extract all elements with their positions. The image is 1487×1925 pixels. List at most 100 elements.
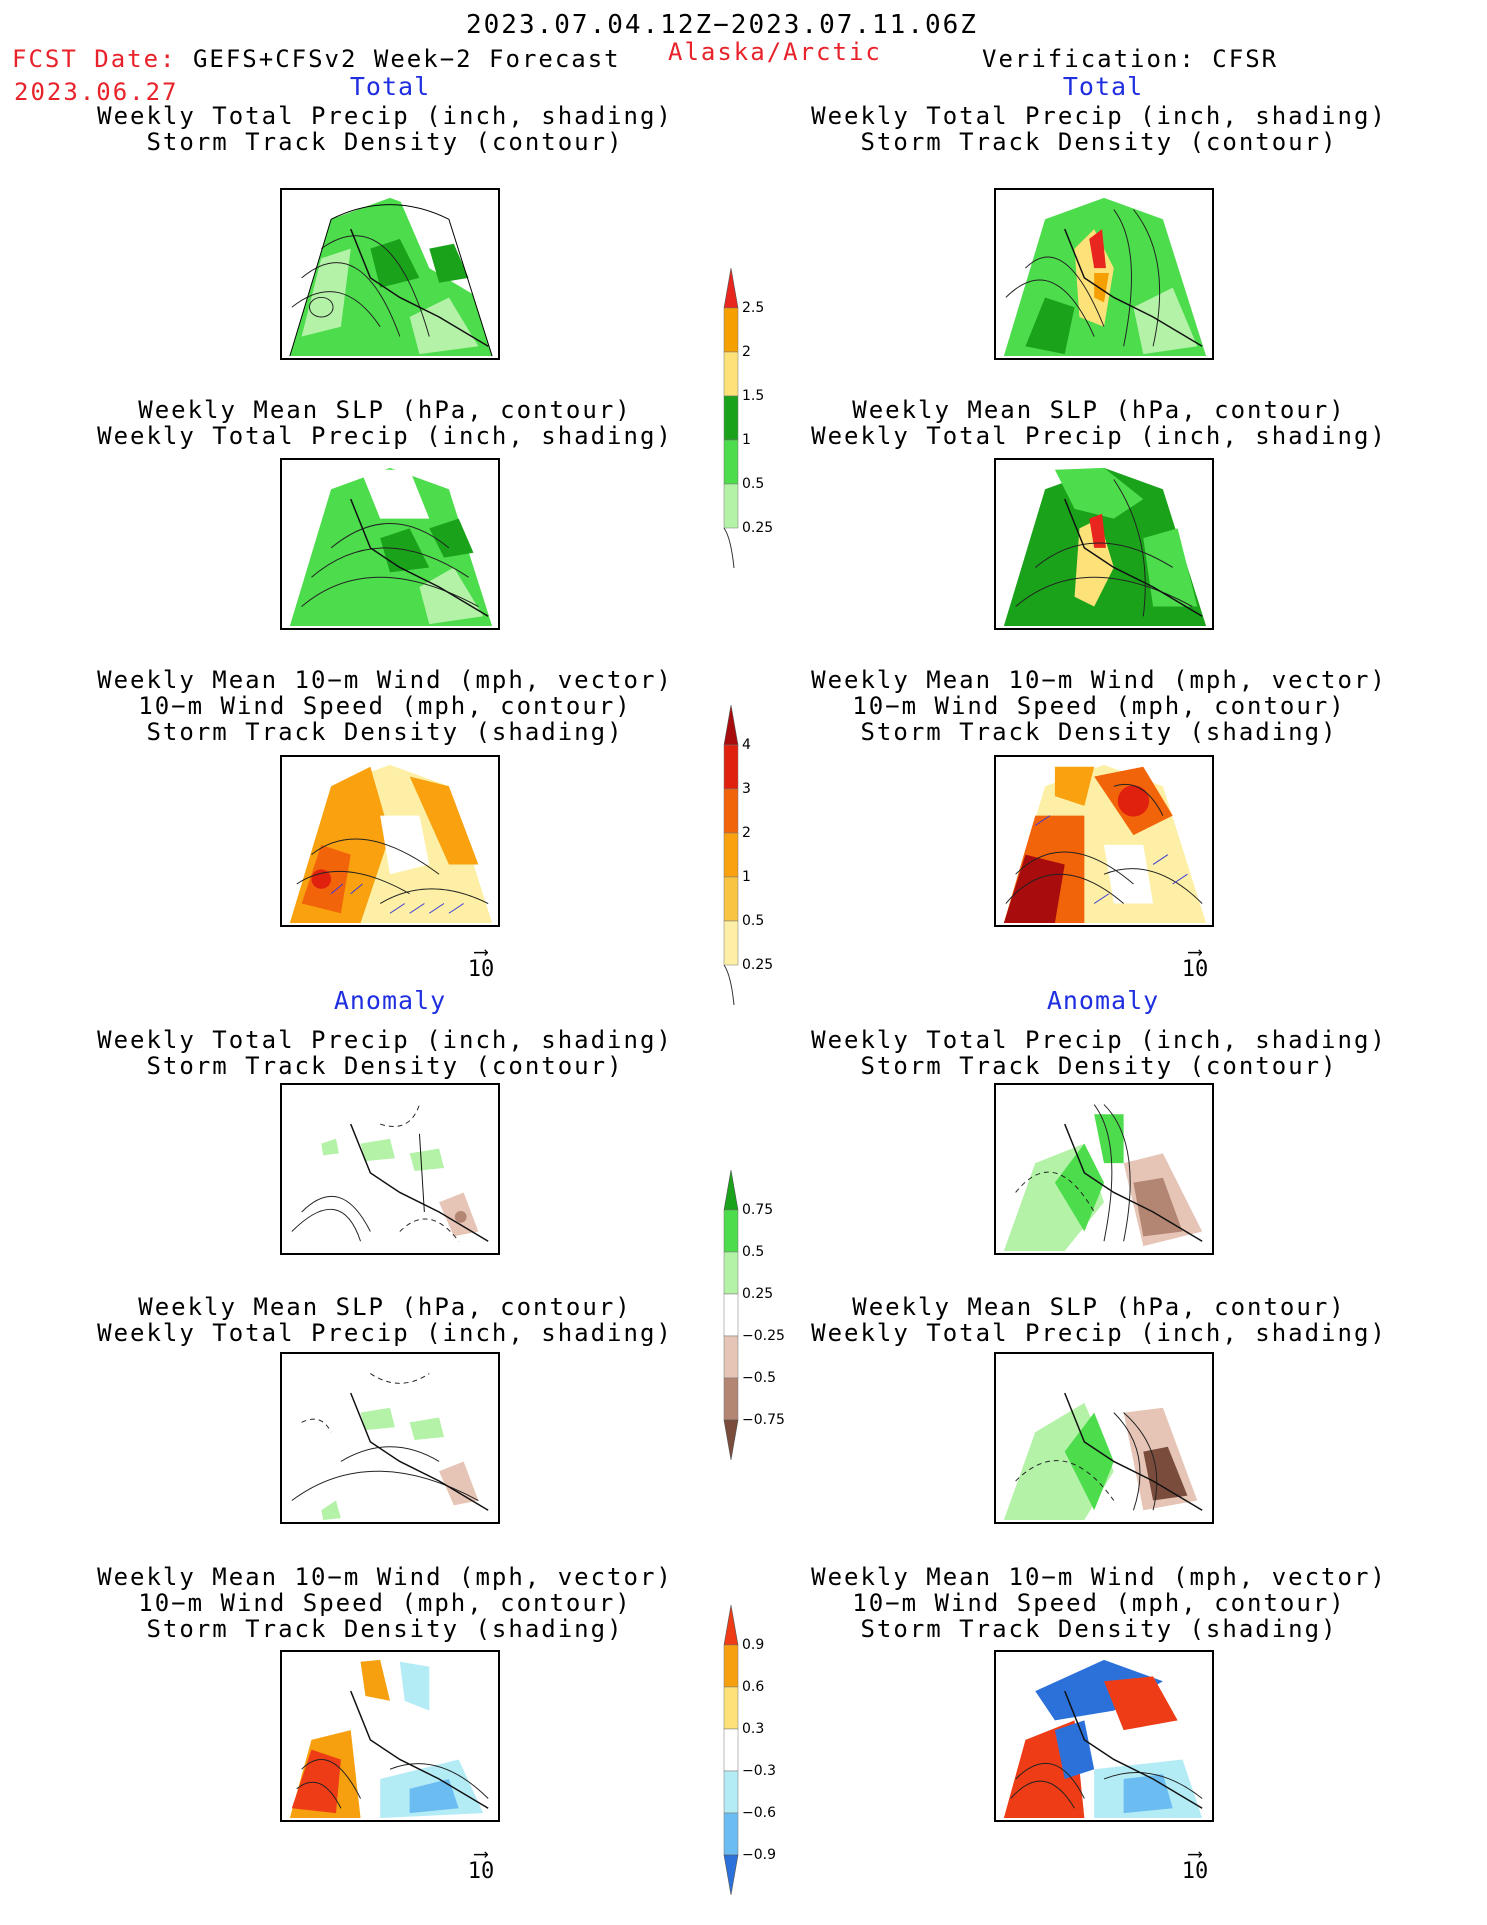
colorbar-segment [723, 876, 739, 922]
colorbar-tick-label: −0.6 [742, 1805, 776, 1821]
section-anomaly-right: Anomaly [1046, 986, 1160, 1015]
title-line: Weekly Total Precip (inch, shading) [811, 102, 1387, 130]
title-line: Storm Track Density (contour) [146, 1052, 624, 1080]
arrow-right-icon: ⟶ [474, 939, 488, 963]
reference-vector-r3: ⟶ 10 [1170, 939, 1220, 982]
map-verif-anom-wind-storm [994, 1650, 1214, 1822]
title-line: 10−m Wind Speed (mph, contour) [138, 1589, 632, 1617]
colorbar-tick-label: 1 [742, 432, 751, 448]
colorbar-tick-label: 1 [742, 869, 751, 885]
title-line: Weekly Total Precip (inch, shading) [97, 1026, 673, 1054]
title-line: Storm Track Density (contour) [860, 128, 1338, 156]
reference-vector-value: 10 [467, 957, 495, 982]
title-line: Weekly Mean SLP (hPa, contour) [138, 1293, 632, 1321]
title-line: Weekly Total Precip (inch, shading) [97, 1319, 673, 1347]
colorbar-tail [723, 527, 735, 568]
arrow-right-icon: ⟶ [474, 1841, 488, 1865]
colorbar-tick-label: 0.25 [742, 957, 774, 973]
title-line: Weekly Total Precip (inch, shading) [811, 422, 1387, 450]
colorbar-tick-label: −0.5 [742, 1370, 776, 1386]
colorbar-tick-label: −0.9 [742, 1847, 776, 1863]
colorbar-tick-label: 0.9 [742, 1637, 765, 1653]
map-forecast-slp-precip [280, 458, 500, 630]
colorbar-precip-anom: 0.75 0.5 0.25 −0.25 −0.5 −0.75 [720, 1170, 800, 1460]
map-verif-wind-storm [994, 755, 1214, 927]
colorbar-segment [723, 920, 739, 966]
colorbar-tick-label: 0.25 [742, 1286, 774, 1302]
colorbar-storm-total: 4 3 2 1 0.5 0.25 [720, 705, 800, 1005]
title-line: Storm Track Density (shading) [860, 1615, 1338, 1643]
fcst-date: 2023.06.27 [14, 78, 179, 106]
colorbar-top-cap [723, 705, 739, 746]
panel-title-l4: Weekly Total Precip (inch, shading) Stor… [65, 1027, 705, 1079]
panel-title-l3: Weekly Mean 10−m Wind (mph, vector) 10−m… [65, 667, 705, 745]
colorbar-tick-label: 0.5 [742, 1244, 765, 1260]
title-line: Weekly Mean 10−m Wind (mph, vector) [811, 1563, 1387, 1591]
fcst-date-label: FCST Date: GEFS+CFSv2 Week−2 Forecast [12, 45, 621, 73]
map-forecast-anom-slp-precip [280, 1352, 500, 1524]
panel-title-l5: Weekly Mean SLP (hPa, contour) Weekly To… [65, 1294, 705, 1346]
panel-title-r4: Weekly Total Precip (inch, shading) Stor… [779, 1027, 1419, 1079]
title-line: Weekly Total Precip (inch, shading) [97, 422, 673, 450]
colorbar-segment [723, 483, 739, 529]
section-anomaly-left: Anomaly [333, 986, 447, 1015]
colorbar-tick-label: 0.5 [742, 913, 765, 929]
map-forecast-precip-storm [280, 188, 500, 360]
arrow-right-icon: ⟶ [1188, 1841, 1202, 1865]
colorbar-segment [723, 1293, 739, 1337]
panel-title-r1: Weekly Total Precip (inch, shading) Stor… [779, 103, 1419, 155]
title-line: Storm Track Density (shading) [146, 718, 624, 746]
colorbar-segment [723, 1812, 739, 1856]
map-forecast-anom-wind-storm [280, 1650, 500, 1822]
reference-vector-r6: ⟶ 10 [1170, 1841, 1220, 1884]
panel-title-l1: Weekly Total Precip (inch, shading) Stor… [65, 103, 705, 155]
colorbar-tick-label: 0.5 [742, 476, 765, 492]
title-line: Weekly Total Precip (inch, shading) [811, 1026, 1387, 1054]
title-line: Weekly Mean 10−m Wind (mph, vector) [97, 1563, 673, 1591]
colorbar-tick-label: 2 [742, 344, 751, 360]
title-line: Weekly Mean 10−m Wind (mph, vector) [97, 666, 673, 694]
colorbar-top-cap [723, 1605, 739, 1646]
title-line: Weekly Mean 10−m Wind (mph, vector) [811, 666, 1387, 694]
fcst-prefix: FCST Date: [12, 45, 177, 73]
panel-title-l2: Weekly Mean SLP (hPa, contour) Weekly To… [65, 397, 705, 449]
colorbar-segment [723, 1377, 739, 1421]
panel-title-l6: Weekly Mean 10−m Wind (mph, vector) 10−m… [65, 1564, 705, 1642]
title-line: Storm Track Density (contour) [146, 128, 624, 156]
colorbar-storm-anom: 0.9 0.6 0.3 −0.3 −0.6 −0.9 [720, 1605, 800, 1895]
title-line: Storm Track Density (shading) [146, 1615, 624, 1643]
title-line: Weekly Mean SLP (hPa, contour) [138, 396, 632, 424]
map-forecast-wind-storm [280, 755, 500, 927]
title-line: 10−m Wind Speed (mph, contour) [852, 692, 1346, 720]
colorbar-segment [723, 744, 739, 790]
colorbar-segment [723, 1335, 739, 1379]
reference-vector-value: 10 [1181, 1859, 1209, 1884]
panel-title-r5: Weekly Mean SLP (hPa, contour) Weekly To… [779, 1294, 1419, 1346]
fcst-model: GEFS+CFSv2 Week−2 Forecast [192, 45, 621, 73]
colorbar-top-cap [723, 268, 739, 309]
title-line: 10−m Wind Speed (mph, contour) [138, 692, 632, 720]
colorbar-tick-label: 2 [742, 825, 751, 841]
title-line: Weekly Mean SLP (hPa, contour) [852, 1293, 1346, 1321]
colorbar-tick-label: 4 [742, 737, 751, 753]
panel-title-r2: Weekly Mean SLP (hPa, contour) Weekly To… [779, 397, 1419, 449]
colorbar-segment [723, 1728, 739, 1772]
colorbar-tick-label: 0.75 [742, 1202, 774, 1218]
map-verif-anom-slp-precip [994, 1352, 1214, 1524]
colorbar-tick-label: −0.3 [742, 1763, 776, 1779]
title-line: Weekly Mean SLP (hPa, contour) [852, 396, 1346, 424]
reference-vector-value: 10 [467, 1859, 495, 1884]
colorbar-segment [723, 1686, 739, 1730]
colorbar-tick-label: 1.5 [742, 388, 765, 404]
section-total-left: Total [349, 72, 431, 101]
colorbar-segment [723, 439, 739, 485]
panel-title-r3: Weekly Mean 10−m Wind (mph, vector) 10−m… [779, 667, 1419, 745]
arrow-right-icon: ⟶ [1188, 939, 1202, 963]
colorbar-tick-label: −0.25 [742, 1328, 785, 1344]
colorbar-top-cap [723, 1170, 739, 1211]
panel-title-r6: Weekly Mean 10−m Wind (mph, vector) 10−m… [779, 1564, 1419, 1642]
colorbar-segment [723, 1209, 739, 1253]
colorbar-segment [723, 1770, 739, 1814]
reference-vector-l3: ⟶ 10 [456, 939, 506, 982]
colorbar-segment [723, 351, 739, 397]
